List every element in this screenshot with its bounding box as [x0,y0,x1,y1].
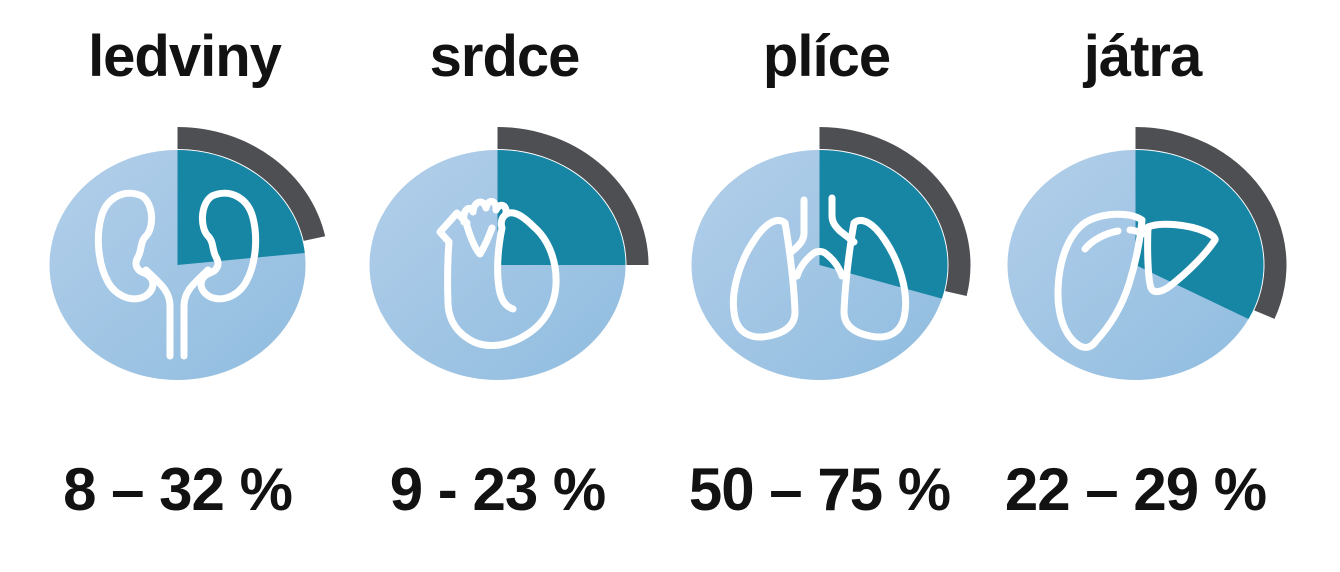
panel-heart: srdce 9 - 23 % [330,0,665,572]
progress-wedge [1135,150,1264,319]
heart-icon [436,198,560,349]
range-label: 8 – 32 % [63,456,293,523]
panel-title: ledviny [88,24,282,89]
range-label: 22 – 29 % [1004,456,1267,523]
gauge-lungs [691,127,971,380]
range-label: 9 - 23 % [389,456,606,523]
progress-arc [497,127,649,265]
kidneys-icon [94,189,260,360]
panel-title: plíce [762,24,891,89]
gauge-liver [1007,127,1287,380]
range-label: 50 – 75 % [688,456,951,523]
panel-title: játra [1083,24,1203,89]
progress-wedge [497,150,626,265]
gauge-kidneys [49,127,326,380]
panel-title: srdce [429,24,581,89]
liver-icon [1054,210,1219,351]
panel-lungs: plíce 50 – 75 % [652,0,987,572]
panel-liver: játra 22 – 29 % [968,0,1303,572]
progress-wedge [177,150,305,265]
progress-arc [177,127,326,241]
gauge-heart [369,127,649,380]
progress-arc [819,127,971,297]
lungs-icon [729,194,910,341]
panel-kidneys: ledviny 8 – 32 % [10,0,345,572]
progress-arc [1135,127,1287,319]
